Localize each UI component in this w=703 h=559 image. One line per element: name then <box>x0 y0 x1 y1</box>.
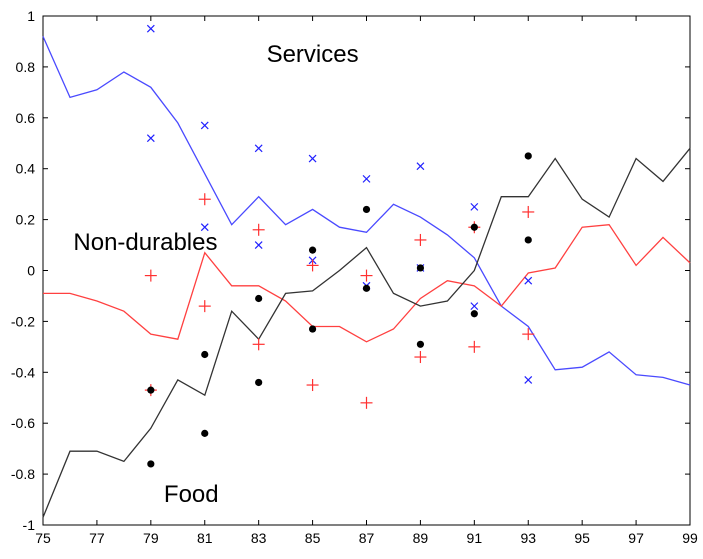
y-tick-label: -0.8 <box>11 466 35 482</box>
non_durables-plus-marker <box>414 233 427 246</box>
services-x-marker <box>254 144 263 153</box>
services-x-marker <box>308 154 317 163</box>
x-tick-label: 99 <box>682 530 698 546</box>
series-markers <box>144 24 535 468</box>
food-dot-marker <box>470 223 478 231</box>
y-tick-label: 0.8 <box>16 59 36 75</box>
food-dot-marker <box>416 264 425 272</box>
non_durables-plus-marker <box>414 351 427 364</box>
y-tick-label: 0 <box>27 263 35 279</box>
services-x-marker <box>416 162 425 171</box>
food-dot-marker <box>416 340 425 348</box>
annotation-label: Non-durables <box>73 229 217 256</box>
non_durables-plus-marker <box>306 379 319 392</box>
food-dot-marker <box>201 350 209 359</box>
non_durables-plus-marker <box>360 396 373 409</box>
non_durables-plus-marker <box>468 340 481 353</box>
y-tick-label: -0.2 <box>11 313 35 329</box>
services-line <box>42 36 691 386</box>
services-x-marker <box>362 174 371 183</box>
non_durables-plus-marker <box>198 193 211 206</box>
axis-ticks: 75 77 79 81 83 85 87 89 91 93 95 97 99 -1 -0.8 -0.6 -0.4… <box>11 8 698 546</box>
food-dot-marker <box>147 460 155 468</box>
food-dot-marker <box>470 310 478 318</box>
y-tick-label: -1 <box>23 517 36 533</box>
y-tick-label: 1 <box>27 8 35 24</box>
y-tick-label: -0.4 <box>11 364 35 380</box>
x-tick-label: 89 <box>413 530 429 546</box>
y-tick-label: -0.6 <box>11 415 35 431</box>
non_durables-plus-marker <box>360 269 373 282</box>
non_durables-plus-marker <box>252 338 265 351</box>
y-tick-label: 0.2 <box>16 212 36 228</box>
annotation-label: Services <box>267 41 359 68</box>
series-lines <box>42 36 691 518</box>
y-tick-label: 0.6 <box>16 110 36 126</box>
non_durables-line <box>43 224 691 343</box>
x-tick-label: 87 <box>359 530 375 546</box>
food-dot-marker <box>362 205 371 214</box>
annotation-label: Food <box>164 481 219 508</box>
non_durables-plus-marker <box>198 300 211 313</box>
services-x-marker <box>524 276 533 285</box>
chart-annotations: Services Non-durables Food <box>73 41 358 508</box>
services-x-marker <box>470 202 479 211</box>
food-dot-marker <box>201 429 209 437</box>
x-tick-label: 83 <box>251 530 267 546</box>
non_durables-plus-marker <box>522 328 535 341</box>
services-x-marker <box>200 121 209 130</box>
food-dot-marker <box>255 294 263 303</box>
services-x-marker <box>200 223 209 232</box>
services-x-marker <box>524 376 533 384</box>
food-dot-marker <box>524 236 532 244</box>
x-tick-label: 93 <box>520 530 536 546</box>
food-dot-marker <box>362 284 371 292</box>
x-tick-label: 79 <box>143 530 159 546</box>
food-dot-marker <box>524 152 532 160</box>
non_durables-plus-marker <box>252 223 265 236</box>
food-dot-marker <box>308 246 317 254</box>
x-tick-label: 81 <box>197 530 213 546</box>
x-tick-label: 91 <box>467 530 483 546</box>
x-tick-label: 85 <box>305 530 321 546</box>
food-line <box>42 147 691 518</box>
x-tick-label: 97 <box>628 530 644 546</box>
services-x-marker <box>146 24 155 33</box>
food-dot-marker <box>255 378 263 387</box>
services-x-marker <box>146 134 155 143</box>
services-x-marker <box>470 302 479 311</box>
y-tick-label: 0.4 <box>16 161 36 177</box>
food-dot-marker <box>308 325 317 333</box>
food-dot-marker <box>147 386 155 394</box>
non_durables-plus-marker <box>144 269 157 282</box>
non_durables-plus-marker <box>522 205 535 218</box>
non_durables-plus-marker <box>306 259 319 272</box>
x-tick-label: 95 <box>574 530 590 546</box>
x-tick-label: 77 <box>89 530 105 546</box>
services-x-marker <box>254 241 263 249</box>
x-tick-label: 75 <box>35 530 51 546</box>
